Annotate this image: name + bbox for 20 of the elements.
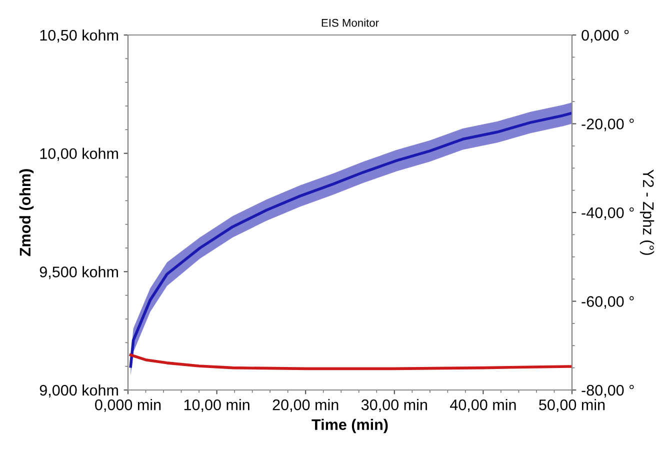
line-series bbox=[129, 354, 572, 370]
y2-tick-label: 0,000 ° bbox=[582, 30, 629, 42]
y2-tick-label: -20,00 ° bbox=[582, 118, 634, 132]
y-axis-title: Zmod (ohm) bbox=[19, 169, 34, 256]
x-tick-label: 10,00 min bbox=[184, 399, 250, 412]
x-axis-title: Time (min) bbox=[312, 418, 388, 434]
y2-axis-title: Y2 - Zphz (°) bbox=[640, 169, 654, 255]
y-tick-label: 9,500 kohm bbox=[40, 266, 118, 280]
x-tick-label: 40,00 min bbox=[450, 399, 516, 412]
y2-tick-label: -60,00 ° bbox=[582, 296, 634, 309]
x-tick-label: 0,000 min bbox=[95, 399, 161, 412]
x-tick-label: 20,00 min bbox=[272, 399, 338, 412]
chart-title: EIS Monitor bbox=[322, 18, 379, 27]
x-tick-label: 50,00 min bbox=[539, 399, 605, 412]
x-tick-label: 30,00 min bbox=[361, 399, 427, 412]
y2-tick-label: -80,00 ° bbox=[582, 384, 634, 398]
y2-tick-label: -40,00 ° bbox=[582, 207, 634, 220]
y-tick-label: 10,50 kohm bbox=[40, 29, 118, 42]
y-tick-label: 9,000 kohm bbox=[40, 384, 118, 398]
y-tick-label: 10,00 kohm bbox=[40, 148, 118, 161]
